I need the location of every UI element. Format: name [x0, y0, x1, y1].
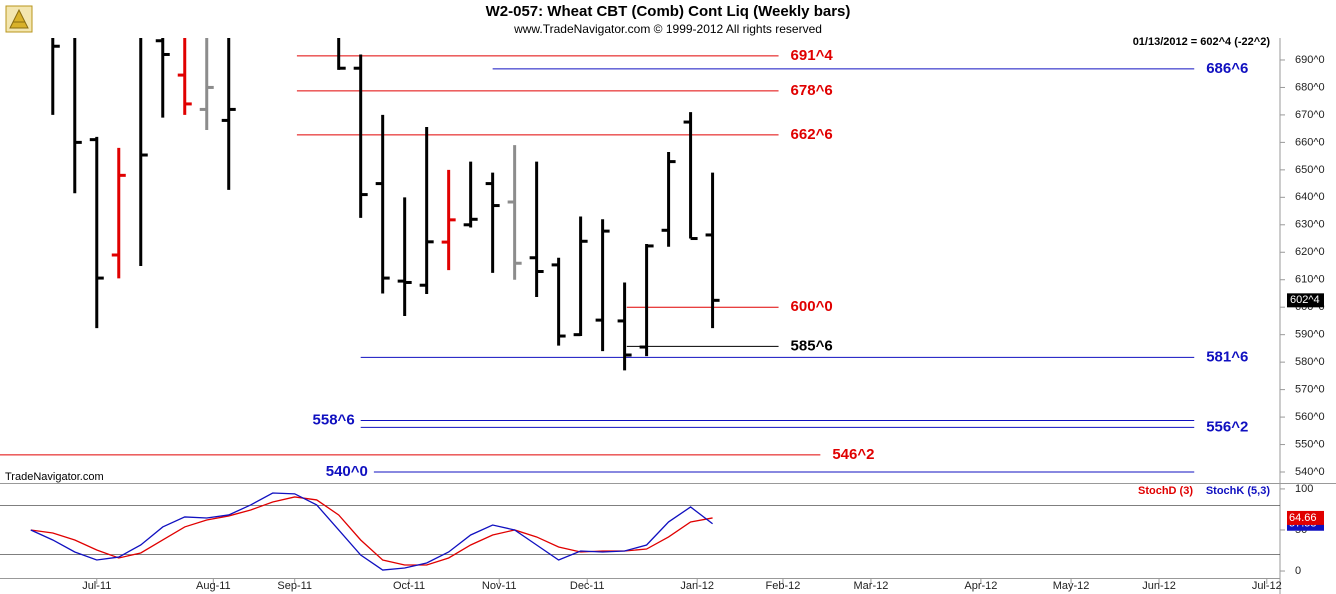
last-value-box: [1287, 510, 1324, 525]
level-label: 558^6: [313, 411, 355, 428]
chart-subtitle: www.TradeNavigator.com © 1999-2012 All r…: [513, 22, 822, 36]
y-tick-label: 560^0: [1295, 411, 1325, 423]
x-tick-label: Sep-11: [277, 580, 312, 592]
y-tick-label: 100: [1295, 483, 1313, 495]
stoch-line: [30, 492, 713, 571]
level-label: 691^4: [791, 47, 834, 64]
stoch-line: [30, 496, 713, 566]
x-tick-label: Nov-11: [482, 580, 517, 592]
level-label: 581^6: [1206, 348, 1248, 365]
x-tick-label: May-12: [1053, 580, 1090, 592]
y-tick-label: 590^0: [1295, 329, 1325, 341]
y-tick-label: 670^0: [1295, 109, 1325, 121]
x-tick-label: Jul-11: [82, 580, 111, 592]
y-tick-label: 580^0: [1295, 356, 1325, 368]
y-tick-label: 630^0: [1295, 219, 1325, 231]
y-tick-label: 620^0: [1295, 246, 1325, 258]
x-tick-label: Jul-12: [1252, 580, 1282, 592]
y-tick-label: 540^0: [1295, 466, 1325, 478]
x-tick-label: Oct-11: [393, 580, 425, 592]
level-label: 678^6: [791, 82, 833, 99]
watermark: TradeNavigator.com: [5, 471, 104, 483]
last-price-label: 602^4: [1290, 294, 1320, 306]
x-tick-label: Apr-12: [964, 580, 997, 592]
x-tick-label: Jan-12: [680, 580, 714, 592]
y-tick-label: 570^0: [1295, 384, 1325, 396]
x-tick-label: Dec-11: [570, 580, 605, 592]
y-tick-label: 550^0: [1295, 438, 1325, 450]
pane: [0, 38, 1195, 473]
level-label: 585^6: [791, 337, 833, 354]
level-label: 546^2: [832, 446, 874, 463]
legend-entry: StochD (3): [1138, 485, 1193, 497]
last-price-box: [1287, 293, 1324, 308]
y-tick-label: 610^0: [1295, 274, 1325, 286]
legend-entry: StochK (5,3): [1206, 485, 1271, 497]
level-label: 686^6: [1206, 60, 1248, 77]
level-label: 662^6: [791, 126, 833, 143]
y-tick-label: 690^0: [1295, 54, 1325, 66]
x-tick-label: Mar-12: [854, 580, 889, 592]
level-label: 600^0: [791, 298, 833, 315]
chart-title: W2-057: Wheat CBT (Comb) Cont Liq (Weekl…: [486, 3, 851, 20]
y-tick-label: 640^0: [1295, 191, 1325, 203]
x-tick-label: Aug-11: [196, 580, 231, 592]
logo: [5, 5, 33, 33]
y-tick-label: 0: [1295, 565, 1301, 577]
pane: [30, 492, 713, 571]
last-value-label: 64.66: [1289, 512, 1317, 524]
y-tick-label: 650^0: [1295, 164, 1325, 176]
y-tick-label: 680^0: [1295, 81, 1325, 93]
y-tick-label: 660^0: [1295, 136, 1325, 148]
level-label: 540^0: [326, 463, 368, 480]
x-tick-label: Jun-12: [1142, 580, 1176, 592]
last-price-note: 01/13/2012 = 602^4 (-22^2): [1133, 36, 1271, 48]
x-tick-label: Feb-12: [766, 580, 801, 592]
level-label: 556^2: [1206, 418, 1248, 435]
